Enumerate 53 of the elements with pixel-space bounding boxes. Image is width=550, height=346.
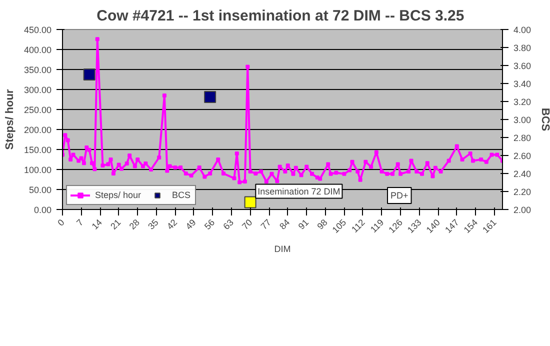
x-tick-label: 63 — [221, 217, 236, 232]
y-tick-label: 0.00 — [34, 205, 52, 215]
y-tick-label: 200.00 — [24, 125, 52, 135]
x-tick-label: 119 — [368, 217, 386, 235]
y-tick-label: 100.00 — [24, 165, 52, 175]
y-axis-title: Steps/ hour — [4, 88, 16, 150]
x-tick-label: 77 — [258, 217, 273, 232]
y2-tick-label: 3.00 — [514, 115, 532, 125]
y-tick-label: 350.00 — [24, 65, 52, 75]
y2-tick-label: 3.60 — [514, 61, 532, 71]
x-tick-label: 154 — [462, 217, 480, 236]
x-tick-label: 35 — [146, 217, 160, 232]
legend-label: Steps/ hour — [95, 189, 142, 201]
x-tick-label: 161 — [480, 217, 498, 236]
x-tick-label: 49 — [184, 217, 198, 232]
y2-tick-label: 3.40 — [514, 79, 532, 89]
y2-tick-label: 4.00 — [514, 25, 532, 35]
y2-tick-label: 3.80 — [514, 43, 532, 53]
legend-label: BCS — [172, 189, 192, 201]
x-tick-label: 7 — [74, 217, 86, 228]
y-tick-label: 150.00 — [24, 145, 52, 155]
y2-tick-label: 2.00 — [514, 205, 532, 215]
x-tick-label: 42 — [164, 217, 180, 232]
y2-tick-label: 2.20 — [514, 187, 532, 197]
x-axis-title: DIM — [274, 244, 291, 254]
y2-tick-label: 2.40 — [514, 169, 532, 179]
y-tick-label: 50.00 — [28, 185, 52, 195]
x-tick-label: 105 — [330, 217, 348, 236]
y2-tick-label: 3.20 — [514, 97, 532, 107]
x-tick-label: 98 — [315, 217, 330, 232]
x-tick-label: 91 — [296, 217, 311, 232]
x-tick-label: 140 — [424, 217, 442, 236]
x-tick-label: 112 — [350, 217, 367, 235]
x-tick-label: 133 — [406, 217, 424, 236]
annotation: Insemination 72 DIM — [258, 186, 340, 196]
x-tick-label: 147 — [443, 217, 461, 236]
x-tick-label: 0 — [56, 217, 66, 228]
chart-title: Cow #4721 -- 1st insemination at 72 DIM -- BCS 3.25 — [96, 8, 464, 24]
y-tick-label: 300.00 — [24, 85, 52, 95]
y-tick-label: 450.00 — [24, 25, 52, 35]
x-tick-label: 84 — [278, 217, 292, 232]
x-tick-label: 56 — [202, 217, 217, 232]
x-tick-label: 70 — [240, 217, 254, 232]
x-tick-label: 28 — [127, 217, 142, 232]
annotation: PD+ — [390, 190, 408, 200]
y2-tick-label: 2.60 — [514, 151, 532, 161]
y2-tick-label: 2.80 — [514, 133, 532, 143]
x-tick-label: 14 — [90, 217, 104, 232]
x-tick-label: 21 — [108, 217, 123, 232]
x-tick-label: 126 — [386, 217, 404, 236]
y-tick-label: 250.00 — [24, 105, 52, 115]
y2-axis-title: BCS — [539, 108, 550, 132]
y-tick-label: 400.00 — [24, 45, 52, 55]
